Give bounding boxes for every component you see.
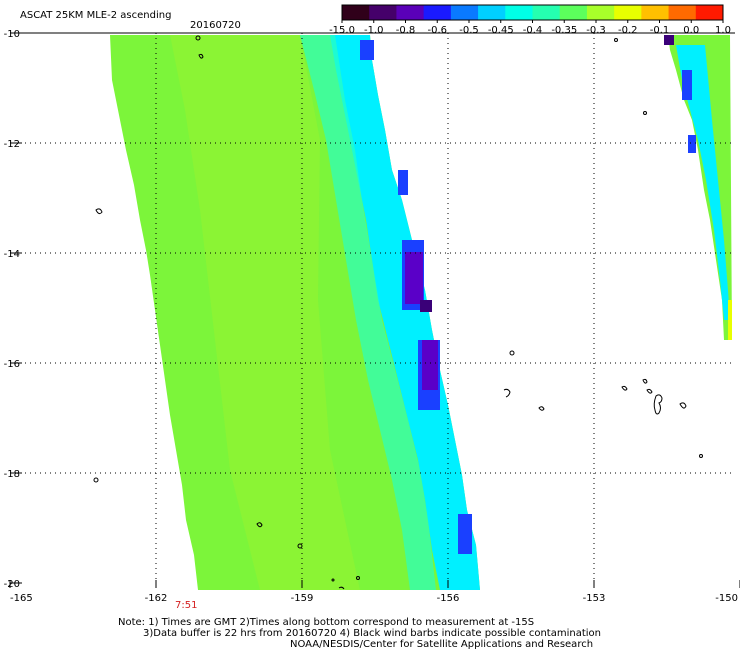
low-wind-patch <box>458 514 472 554</box>
colorbar-label: -0.3 <box>586 25 606 36</box>
colorbar-label: -0.4 <box>523 25 543 36</box>
latitude-label: -18 <box>4 469 20 480</box>
longitude-label: -153 <box>583 593 606 604</box>
low-wind-patch <box>398 170 408 195</box>
map-title: ASCAT 25KM MLE-2 ascending <box>20 10 172 21</box>
low-wind-patch <box>688 135 696 153</box>
latitude-labels: -10 -12 -14 -16 -18 -20 <box>4 29 20 590</box>
colorbar-label: -0.1 <box>650 25 670 36</box>
latitude-label: -20 <box>4 579 20 590</box>
colorbar-label: 1.0 <box>715 25 731 36</box>
longitude-label: -156 <box>437 593 460 604</box>
latitude-label: -14 <box>4 249 20 260</box>
longitude-label: -150 <box>715 593 738 604</box>
colorbar-segment <box>559 5 588 20</box>
colorbar-label: -0.45 <box>488 25 514 36</box>
swath-east-fill <box>668 35 732 340</box>
colorbar-label: -0.35 <box>551 25 577 36</box>
colorbar-segment <box>641 5 670 20</box>
colorbar-segment <box>505 5 533 20</box>
colorbar-label: -1.0 <box>364 25 384 36</box>
low-wind-patch <box>664 35 674 45</box>
colorbar-segment <box>695 5 724 20</box>
longitude-label: -162 <box>145 593 168 604</box>
colorbar-label: 0.0 <box>683 25 699 36</box>
swath-east-edge <box>676 45 730 320</box>
satellite-swath-east <box>664 35 732 340</box>
colorbar-segment <box>369 5 397 20</box>
footnote-line-2: 3)Data buffer is 22 hrs from 20160720 4)… <box>143 628 601 639</box>
longitude-label: -159 <box>291 593 314 604</box>
latitude-label: -10 <box>4 29 20 40</box>
colorbar-segment <box>668 5 697 20</box>
longitude-label: -165 <box>10 593 33 604</box>
swath-west-transition <box>300 35 436 590</box>
low-wind-patch <box>405 252 423 304</box>
colorbar-segment <box>423 5 452 20</box>
low-wind-patch <box>682 70 692 100</box>
footnote-line-1: Note: 1) Times are GMT 2)Times along bot… <box>118 617 535 628</box>
colorbar-segment <box>614 5 642 20</box>
satellite-swath-west <box>110 35 480 590</box>
map-date: 20160720 <box>190 20 241 31</box>
colorbar-label: -15.0 <box>329 25 355 36</box>
latitude-label: -16 <box>4 359 20 370</box>
colorbar-label: -0.8 <box>396 25 416 36</box>
footnote-line-3: NOAA/NESDIS/Center for Satellite Applica… <box>290 639 594 650</box>
lat-lon-grid <box>10 33 735 588</box>
colorbar: -15.0 -1.0 -0.8 -0.6 -0.5 -0.45 -0.4 -0.35 -0.3 -… <box>329 4 731 36</box>
colorbar-label: -0.2 <box>618 25 638 36</box>
colorbar-segment <box>450 5 479 20</box>
swath-west-band <box>170 35 360 590</box>
pass-time-label: 7:51 <box>175 600 198 611</box>
colorbar-segment <box>342 5 370 20</box>
colorbar-segment <box>586 5 615 20</box>
colorbar-label: -0.5 <box>459 25 479 36</box>
low-wind-patch <box>360 40 374 60</box>
colorbar-segment <box>396 5 425 20</box>
colorbar-label: -0.6 <box>427 25 447 36</box>
colorbar-segment <box>478 5 506 20</box>
low-wind-patch <box>422 340 438 390</box>
latitude-label: -12 <box>4 139 20 150</box>
longitude-labels: -165 -162 -159 -156 -153 -150 <box>10 593 738 604</box>
low-wind-patch <box>420 300 432 312</box>
high-value-patch <box>728 300 732 340</box>
swath-west-edge <box>330 35 480 590</box>
island-outlines <box>93 35 703 590</box>
colorbar-segment <box>532 5 561 20</box>
